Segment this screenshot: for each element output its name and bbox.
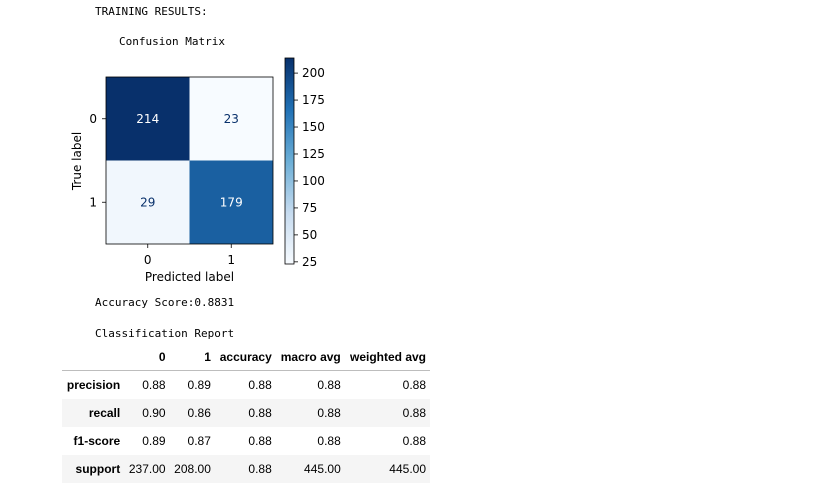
report-cell: 0.88 (142, 377, 166, 392)
confusion-matrix-chart: Confusion Matrix 214 23 29 179 0 1 0 1 Predict… (70, 35, 325, 284)
matrix-frame (105, 76, 274, 245)
report-cell: 0.88 (248, 405, 272, 420)
x-axis-label: Predicted label (145, 270, 234, 284)
report-column-header-3: accuracy (214, 343, 276, 371)
report-column-header-5: weighted avg (344, 343, 430, 371)
report-cell: 0.86 (187, 405, 211, 420)
classification-report-table: 0 1 accuracy macro avg weighted avg precisio… (62, 343, 430, 483)
cell-value-1-0: 29 (140, 195, 155, 209)
matrix-cell-1-1 (189, 160, 273, 244)
colorbar-tick-label-7: 200 (302, 66, 325, 80)
report-header-row: 0 1 accuracy macro avg weighted avg (62, 343, 430, 371)
classification-report-title: Classification Report (95, 327, 235, 340)
report-cell: 0.88 (248, 377, 272, 392)
y-axis-label: True label (70, 132, 84, 191)
report-column-header-2: 1 (169, 343, 215, 371)
colorbar-tick-label-3: 100 (302, 174, 325, 188)
report-cell: 0.88 (317, 405, 341, 420)
report-column-header-4: macro avg (275, 343, 345, 371)
x-tick-label-0: 0 (144, 253, 152, 267)
report-cell: 0.88 (402, 433, 426, 448)
report-cell: 0.88 (402, 405, 426, 420)
matrix-cell-1-0 (106, 160, 190, 244)
matrix-cell-0-1 (189, 77, 273, 161)
chart-title: Confusion Matrix (119, 35, 225, 48)
colorbar (284, 57, 295, 265)
colorbar-tick-label-0: 25 (302, 255, 317, 269)
x-tick-label-1: 1 (227, 253, 235, 267)
report-cell: 445.00 (304, 461, 341, 476)
report-row-f1-score: f1-score 0.89 0.87 0.88 0.88 0.88 (62, 426, 430, 455)
report-column-header-1: 0 (124, 343, 170, 371)
report-column-header-0 (62, 343, 125, 371)
cell-value-0-1: 23 (224, 112, 239, 126)
report-cell: 0.88 (248, 461, 272, 476)
report-cell: 0.88 (317, 433, 341, 448)
report-cell: 237.00 (128, 461, 166, 476)
y-tick-label-0: 0 (89, 112, 97, 126)
report-cell: 0.89 (142, 433, 166, 448)
colorbar-tick-label-2: 75 (302, 201, 317, 215)
report-row-precision: precision 0.88 0.89 0.88 0.88 0.88 (62, 370, 430, 399)
colorbar-tick-label-5: 150 (302, 120, 325, 134)
report-cell: 0.88 (317, 377, 341, 392)
report-cell: 445.00 (389, 461, 426, 476)
report-cell: 0.88 (402, 377, 426, 392)
report-cell: 0.89 (187, 377, 211, 392)
matrix-cell-0-0 (106, 77, 190, 161)
cell-value-1-1: 179 (220, 195, 243, 209)
training-results-heading: TRAINING RESULTS: (95, 5, 208, 18)
colorbar-tick-label-6: 175 (302, 93, 325, 107)
report-row-label: f1-score (73, 433, 121, 448)
y-tick-label-1: 1 (89, 195, 97, 209)
colorbar-tick-label-4: 125 (302, 147, 325, 161)
report-row-label: precision (66, 377, 121, 392)
report-row-recall: recall 0.90 0.86 0.88 0.88 0.88 (62, 398, 430, 427)
report-cell: 0.90 (142, 405, 166, 420)
colorbar-tick-label-1: 50 (302, 228, 317, 242)
report-row-support: support 237.00 208.00 0.88 445.00 445.00 (62, 454, 430, 483)
report-cell: 0.87 (187, 433, 211, 448)
report-row-label: recall (88, 405, 121, 420)
accuracy-score-line: Accuracy Score:0.8831 (95, 296, 235, 309)
report-cell: 208.00 (174, 461, 211, 476)
report-cell: 0.88 (248, 433, 272, 448)
report-row-label: support (75, 461, 121, 476)
cell-value-0-0: 214 (136, 112, 159, 126)
